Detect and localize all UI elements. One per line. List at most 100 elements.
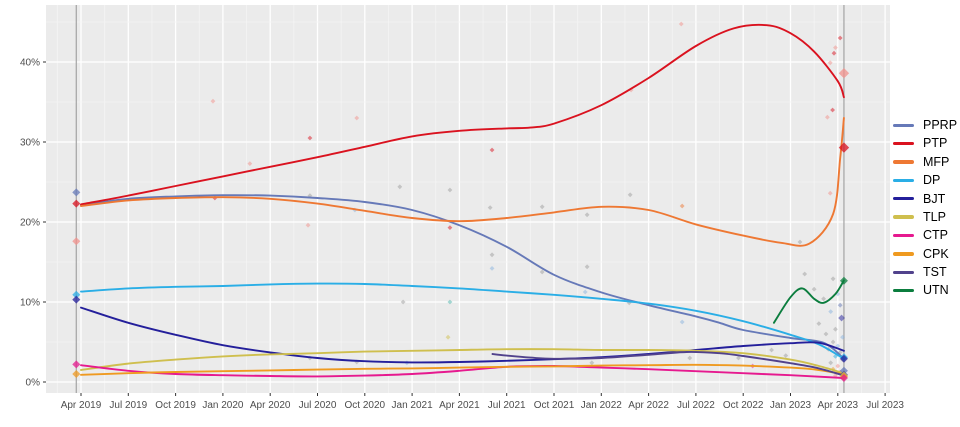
poll-point	[582, 289, 588, 295]
poll-point	[539, 269, 545, 275]
poll-point	[802, 271, 808, 277]
legend-item-PTP: PTP	[893, 134, 957, 152]
poll-point	[833, 326, 838, 332]
x-axis-tick-label: Jul 2022	[677, 400, 715, 411]
poll-point	[489, 266, 495, 271]
x-axis-tick-label: Jul 2023	[866, 400, 904, 411]
trend-line-TST	[491, 350, 845, 377]
poll-point	[833, 45, 838, 50]
x-axis-tick-label: Oct 2022	[723, 400, 764, 411]
poll-point	[678, 21, 684, 27]
legend-swatch-CTP	[893, 233, 914, 238]
trend-line-MFP	[80, 117, 845, 247]
poll-point	[447, 225, 453, 230]
poll-point	[679, 203, 685, 209]
legend-item-UTN: UTN	[893, 282, 957, 300]
poll-point	[769, 347, 774, 353]
axes: 0% 10% 20% 30% 40% Apr 2019 Jul 2019 Oct 2019 Ja…	[20, 58, 904, 412]
y-axis-tick-label: 30%	[20, 138, 40, 149]
poll-point	[821, 296, 827, 302]
poll-point	[837, 302, 843, 308]
legend-swatch-PTP	[893, 141, 914, 146]
x-axis-tick-label: Apr 2019	[61, 400, 102, 411]
poll-point	[487, 205, 493, 210]
x-axis-tick-label: Jan 2022	[581, 400, 623, 411]
x-axis-tick-label: Oct 2021	[534, 400, 575, 411]
poll-point	[827, 190, 833, 196]
poll-point	[539, 204, 545, 210]
legend-swatch-UTN	[893, 289, 914, 293]
legend-item-TST: TST	[893, 263, 957, 281]
poll-point	[679, 319, 685, 325]
y-axis-tick-label: 40%	[20, 58, 40, 69]
poll-point	[824, 114, 830, 120]
trend-line-PPRP	[80, 194, 845, 360]
legend-swatch-PPRP	[893, 123, 914, 127]
poll-point	[827, 60, 833, 66]
poll-point	[828, 360, 834, 366]
poll-point	[445, 334, 451, 340]
poll-point	[447, 299, 453, 305]
poll-point	[447, 187, 453, 193]
result-marker	[838, 68, 850, 79]
y-axis-tick-label: 0%	[26, 378, 41, 389]
result-marker	[72, 295, 81, 304]
legend-swatch-BJT	[893, 197, 914, 201]
result-marker	[838, 142, 850, 153]
result-marker	[72, 360, 81, 369]
trend-line-CTP	[80, 364, 845, 379]
poll-point	[627, 192, 633, 198]
poll-point	[307, 193, 313, 198]
x-axis-tick-label: Jul 2020	[299, 400, 337, 411]
x-axis-tick-label: Apr 2022	[628, 400, 669, 411]
poll-point	[811, 286, 817, 292]
poll-point	[830, 107, 835, 113]
poll-point	[400, 299, 406, 305]
poll-point	[823, 331, 829, 337]
legend-swatch-TLP	[893, 215, 914, 219]
poll-point	[247, 161, 253, 166]
poll-point	[589, 360, 595, 366]
legend-label: PPRP	[923, 117, 958, 132]
legend-label: MFP	[923, 154, 950, 169]
poll-point	[736, 355, 741, 361]
x-axis-tick-label: Apr 2023	[818, 400, 859, 411]
x-axis-tick-label: Oct 2019	[155, 400, 196, 411]
poll-point	[489, 252, 495, 258]
legend-item-MFP: MFP	[893, 153, 957, 171]
result-marker	[72, 199, 81, 208]
legend-item-CPK: CPK	[893, 245, 957, 263]
result-marker	[72, 237, 81, 246]
y-axis-tick-label: 20%	[20, 218, 40, 229]
poll-point	[783, 353, 789, 358]
poll-point	[838, 314, 845, 322]
plot-panel	[46, 5, 890, 393]
poll-point	[305, 222, 311, 228]
poll-point	[354, 115, 360, 121]
legend-label: CTP	[923, 228, 948, 243]
result-marker	[839, 276, 848, 285]
trend-line-DP	[80, 282, 845, 360]
result-marker	[72, 188, 81, 197]
trend-line-TLP	[80, 348, 845, 375]
poll-point	[307, 135, 313, 141]
poll-point	[210, 98, 216, 104]
poll-point	[830, 339, 836, 345]
chart-legend: PPRP PTP MFP DP BJT TLP CTP CPK TST UTN	[893, 116, 957, 300]
legend-item-BJT: BJT	[893, 190, 957, 208]
trend-line-PTP	[80, 23, 845, 206]
poll-point	[489, 147, 495, 153]
poll-point	[816, 321, 822, 326]
result-marker	[72, 370, 81, 378]
poll-point	[831, 50, 837, 56]
x-axis-tick-label: Jan 2021	[392, 400, 434, 411]
legend-label: BJT	[923, 191, 946, 206]
trend-lines	[80, 23, 845, 379]
x-axis-tick-label: Jan 2020	[202, 400, 244, 411]
legend-item-TLP: TLP	[893, 208, 957, 226]
poll-point	[830, 276, 836, 282]
x-axis-tick-label: Apr 2021	[439, 400, 480, 411]
result-marker	[839, 374, 848, 382]
